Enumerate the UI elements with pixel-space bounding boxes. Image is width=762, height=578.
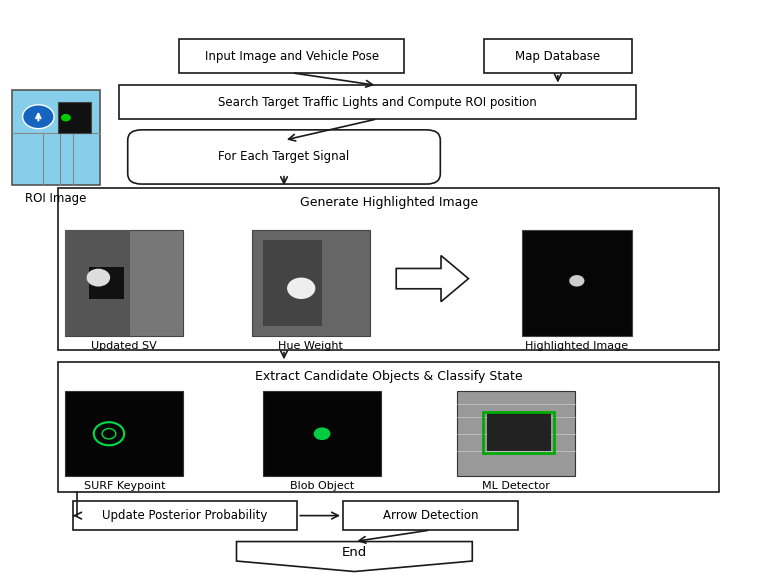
Bar (73, 501, 297, 530)
Polygon shape (236, 542, 472, 572)
Text: Search Target Traffic Lights and Compute ROI position: Search Target Traffic Lights and Compute… (218, 96, 536, 109)
Text: Blob Object: Blob Object (290, 481, 354, 491)
Polygon shape (396, 255, 469, 302)
Bar (484, 39, 632, 73)
Bar (264, 240, 322, 325)
Bar (522, 229, 632, 336)
Text: Updated SV: Updated SV (91, 341, 157, 351)
Circle shape (23, 105, 54, 129)
Text: Map Database: Map Database (515, 50, 600, 62)
Bar (251, 229, 370, 336)
Bar (66, 229, 130, 336)
Text: ROI Image: ROI Image (25, 192, 87, 205)
Bar (457, 391, 575, 476)
Bar (89, 267, 124, 299)
Bar (58, 362, 719, 492)
Text: ML Detector: ML Detector (482, 481, 550, 491)
Bar (12, 90, 100, 185)
Circle shape (569, 275, 584, 287)
Text: Highlighted Image: Highlighted Image (525, 341, 629, 351)
Bar (483, 412, 554, 453)
Text: Hue Weight: Hue Weight (278, 341, 343, 351)
Ellipse shape (314, 427, 331, 440)
Bar (263, 391, 381, 476)
Circle shape (61, 114, 71, 121)
Text: Update Posterior Probability: Update Posterior Probability (102, 509, 267, 522)
Bar (486, 412, 552, 451)
Bar (119, 86, 636, 119)
Circle shape (87, 269, 110, 287)
Text: Arrow Detection: Arrow Detection (383, 509, 479, 522)
Bar (66, 391, 183, 476)
Text: End: End (341, 546, 367, 558)
Bar (343, 501, 518, 530)
Bar (58, 188, 719, 350)
Text: Input Image and Vehicle Pose: Input Image and Vehicle Pose (204, 50, 379, 62)
Text: Extract Candidate Objects & Classify State: Extract Candidate Objects & Classify Sta… (255, 370, 523, 383)
Text: SURF Keypoint: SURF Keypoint (84, 481, 165, 491)
Bar (66, 229, 183, 336)
Text: For Each Target Signal: For Each Target Signal (219, 150, 350, 164)
Text: Generate Highlighted Image: Generate Highlighted Image (299, 195, 478, 209)
Circle shape (287, 277, 315, 299)
FancyBboxPatch shape (128, 130, 440, 184)
Bar (179, 39, 404, 73)
Bar (58, 102, 91, 133)
